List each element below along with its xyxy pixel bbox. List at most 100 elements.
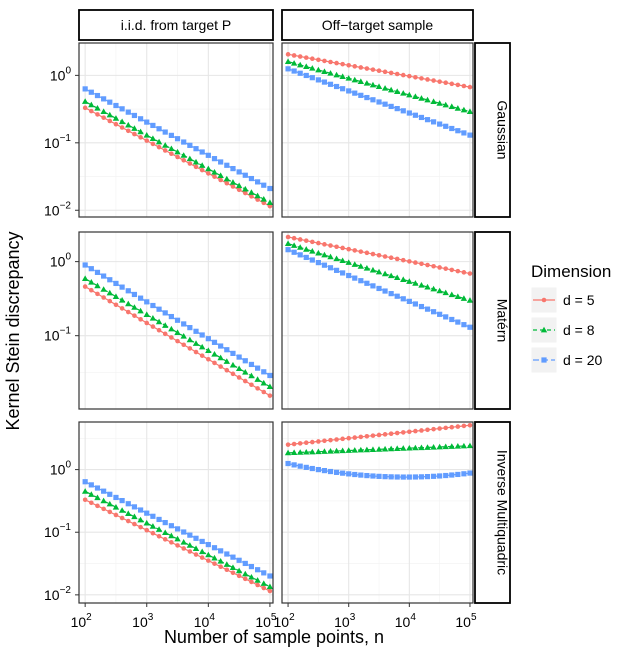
data-point [376, 252, 382, 258]
strip-label: Off−target sample [322, 17, 434, 33]
data-point [388, 474, 394, 480]
data-point [418, 114, 425, 121]
data-point [296, 244, 304, 250]
data-point [327, 448, 334, 454]
data-point [95, 291, 100, 297]
data-point [309, 75, 315, 81]
data-point [119, 306, 125, 311]
data-point [199, 149, 205, 155]
data-point [310, 56, 315, 62]
data-point [119, 284, 125, 290]
data-point [150, 530, 156, 536]
data-point [328, 437, 333, 443]
data-point [315, 77, 321, 83]
row-strip-2: Inverse Multiquadric [474, 421, 511, 604]
data-point [333, 255, 340, 262]
data-point [174, 148, 181, 155]
data-point [235, 567, 243, 574]
data-point [449, 81, 455, 87]
data-point [394, 474, 400, 480]
series-2 [82, 479, 273, 579]
legend-keys: d = 5 d = 8 d = 20 [530, 286, 603, 374]
data-point [156, 144, 162, 150]
data-point [443, 123, 449, 129]
data-point [254, 376, 261, 382]
data-point [198, 548, 206, 555]
data-point [437, 121, 443, 127]
data-point [211, 545, 218, 551]
data-point [346, 435, 351, 441]
data-point [211, 339, 218, 345]
data-point [333, 71, 340, 78]
data-point [460, 442, 468, 449]
data-point [400, 276, 407, 282]
data-point [297, 54, 303, 59]
data-point [230, 371, 236, 377]
series-1 [81, 275, 274, 390]
data-point [382, 432, 388, 437]
data-point [413, 428, 418, 434]
data-point [448, 103, 455, 110]
panel-border [281, 42, 474, 218]
data-point [155, 138, 163, 145]
data-point [400, 430, 406, 435]
data-point [175, 154, 180, 160]
data-point [437, 473, 443, 479]
data-point [89, 500, 94, 506]
data-point [112, 115, 120, 121]
data-point [333, 469, 340, 475]
strip-box [281, 9, 474, 41]
data-point [125, 309, 131, 315]
data-point [81, 488, 89, 494]
data-point [100, 497, 107, 504]
y-tick-exponent: 0 [65, 460, 71, 471]
data-point [230, 350, 236, 356]
data-point [174, 329, 181, 336]
data-point [230, 184, 236, 189]
data-point [352, 64, 358, 69]
data-point [382, 474, 388, 480]
data-point [186, 542, 194, 548]
data-point [255, 197, 260, 202]
data-point [125, 288, 131, 294]
data-point [461, 83, 467, 89]
data-point [261, 369, 267, 375]
data-point [224, 347, 230, 353]
data-point [443, 314, 449, 320]
data-point [101, 273, 107, 279]
series-0 [285, 52, 473, 90]
data-point [352, 471, 358, 478]
legend-key-marker [541, 297, 547, 303]
data-point [322, 58, 327, 64]
data-point [199, 555, 205, 560]
data-point [375, 83, 383, 90]
data-point [255, 179, 261, 185]
data-point [334, 437, 339, 442]
data-point [162, 529, 169, 536]
data-point [94, 105, 101, 111]
data-point [119, 497, 125, 504]
data-point [376, 285, 382, 292]
data-point [217, 558, 224, 564]
data-point [162, 322, 169, 328]
data-point [242, 185, 249, 192]
data-point [267, 393, 273, 398]
data-point [198, 162, 206, 168]
data-point [137, 116, 144, 122]
series-0 [285, 234, 473, 276]
data-point [418, 444, 425, 451]
data-point [297, 237, 303, 242]
legend-title: Dimension [531, 262, 611, 281]
data-point [339, 447, 346, 454]
data-point [218, 343, 224, 349]
y-tick-label: 10−2 [44, 200, 71, 218]
data-point [82, 479, 88, 485]
data-point [357, 263, 365, 269]
data-point [418, 474, 425, 480]
data-point [455, 319, 461, 325]
data-point [156, 516, 162, 523]
data-point [181, 546, 186, 551]
data-point [437, 79, 442, 84]
data-point [394, 430, 400, 436]
panel-border [78, 421, 274, 604]
